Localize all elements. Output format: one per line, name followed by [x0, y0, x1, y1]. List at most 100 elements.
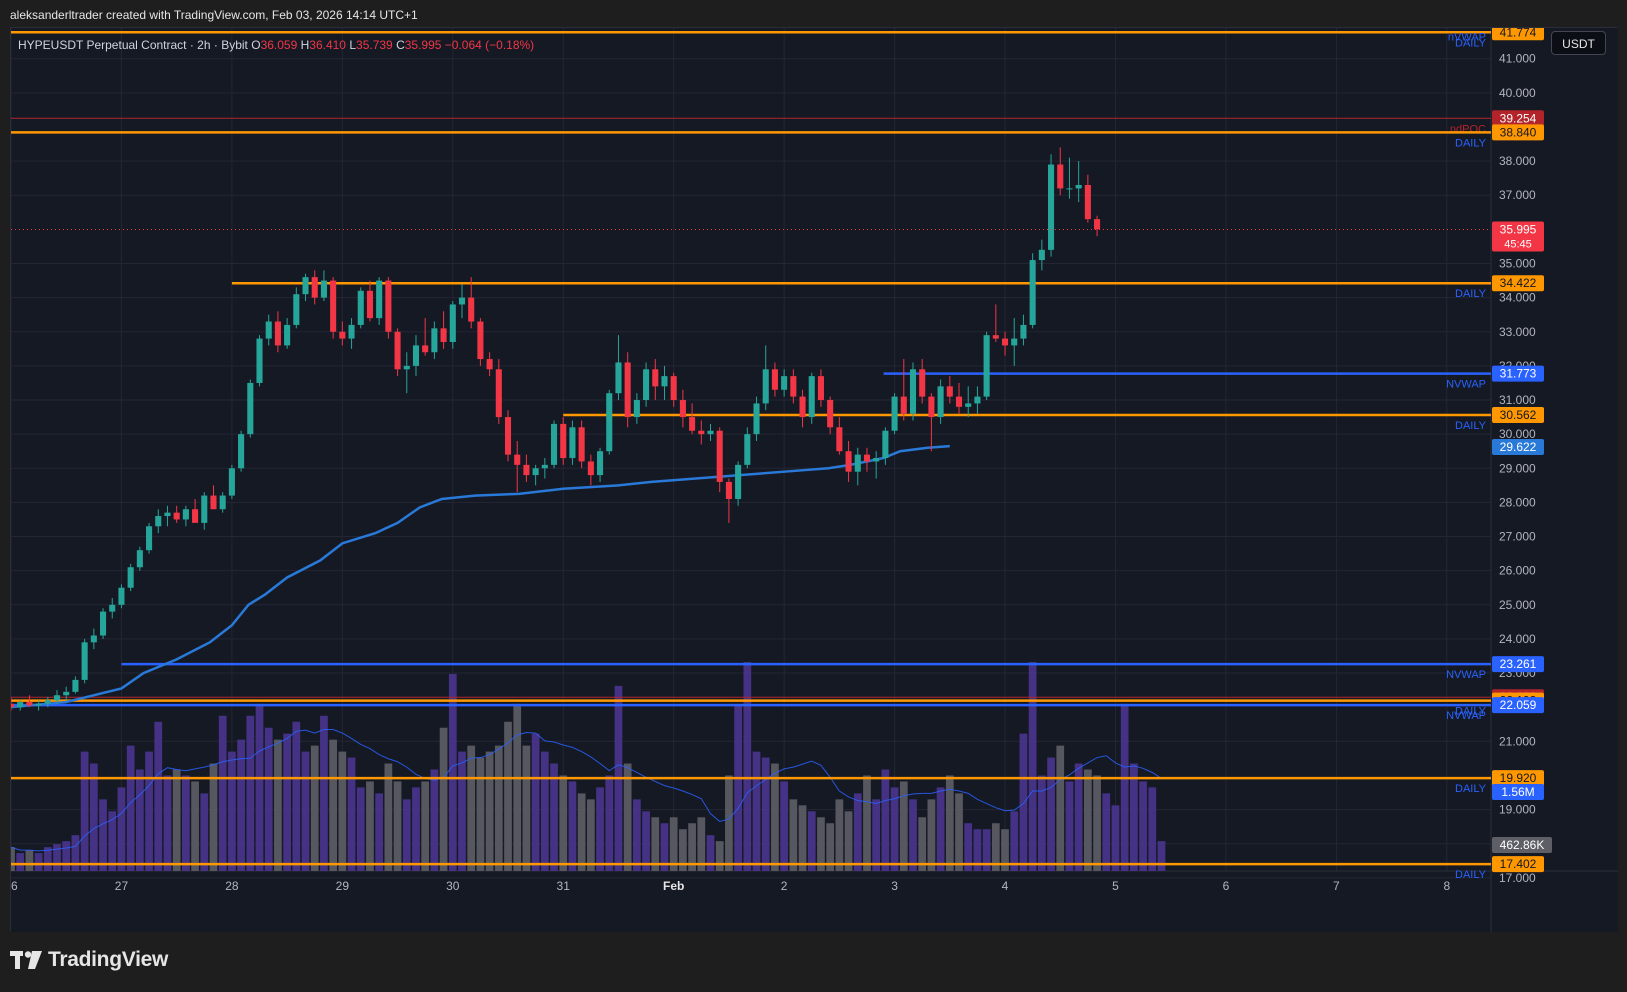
candle-body — [127, 567, 134, 588]
volume-bar — [338, 751, 347, 871]
candle-body — [1057, 164, 1064, 189]
candle-body — [854, 454, 861, 472]
volume-bar — [430, 769, 439, 871]
candle-body — [1038, 249, 1045, 261]
candle-body — [357, 290, 364, 325]
y-tick-label: 21.000 — [1499, 734, 1536, 748]
volume-bar — [1157, 841, 1166, 871]
level-price-label: 22.059 — [1500, 698, 1537, 712]
candle-body — [1094, 219, 1101, 230]
volume-bar — [135, 769, 144, 871]
price-chart[interactable]: 41.000 40.000 38.000 37.000 35.000 34.000 33.0… — [11, 28, 1618, 932]
candle-body — [403, 365, 410, 370]
volume-bar — [964, 823, 973, 871]
candle-body — [431, 328, 438, 353]
volume-bar — [633, 799, 641, 871]
volume-bar — [605, 775, 614, 871]
volume-bar — [283, 733, 291, 871]
level-price-badge — [1492, 28, 1544, 41]
volume-bar — [310, 745, 319, 871]
candle-body — [53, 695, 61, 701]
level-price-badge — [1492, 856, 1544, 873]
level-tag: ndPOC — [1450, 123, 1486, 135]
level-price-label: 17.402 — [1500, 857, 1537, 871]
high-value: 36.410 — [309, 38, 346, 52]
candle-body — [339, 331, 346, 339]
y-tick-label: 38.000 — [1499, 154, 1536, 168]
candle-body — [422, 345, 429, 353]
candle-body — [937, 386, 944, 418]
volume-bar — [1148, 787, 1157, 871]
volume-bar — [844, 811, 853, 871]
candle-body — [900, 396, 907, 414]
volume-bar — [11, 847, 15, 871]
volume-bar — [264, 727, 273, 871]
candle-body — [320, 280, 327, 298]
currency-button[interactable]: USDT — [1551, 31, 1606, 55]
volume-bar — [1001, 829, 1009, 871]
volume-ma-badge — [1492, 784, 1544, 800]
level-price-label: 34.422 — [1500, 276, 1537, 290]
chart-frame[interactable]: 41.000 40.000 38.000 37.000 35.000 34.000 33.0… — [10, 27, 1618, 932]
level-price-badge — [1492, 406, 1544, 423]
volume-bar — [715, 841, 724, 871]
brand-name: TradingView — [48, 948, 169, 971]
level-price-badge — [1492, 656, 1544, 673]
y-tick-label: 29.000 — [1499, 461, 1536, 475]
candle-body — [624, 362, 631, 418]
volume-bar — [16, 853, 25, 871]
volume-bar — [366, 781, 374, 871]
level-tag: DAILY — [1455, 706, 1487, 718]
volume-bar — [660, 823, 669, 871]
x-tick-label: 5 — [1112, 879, 1119, 893]
volume-bar — [412, 787, 420, 871]
candle-body — [983, 335, 990, 397]
x-tick-label: 28 — [225, 879, 239, 893]
candle-body — [17, 702, 24, 708]
candle-body — [219, 495, 226, 510]
level-tag: NVWAP — [1446, 379, 1486, 391]
level-tag: DAILY — [1455, 37, 1487, 49]
volume-bar — [761, 757, 770, 871]
candle-body — [955, 396, 963, 407]
volume-bar — [826, 823, 835, 871]
candle-body — [882, 430, 889, 459]
candle-body — [514, 454, 521, 465]
change-value: −0.064 (−0.18%) — [444, 38, 535, 52]
tradingview-brand[interactable]: TradingView — [10, 948, 168, 972]
candle-body — [366, 290, 373, 319]
volume-bar — [1037, 775, 1046, 871]
volume-bar — [513, 703, 522, 871]
x-tick-label: 31 — [557, 879, 571, 893]
volume-bar — [623, 763, 632, 871]
volume-bar — [458, 751, 466, 871]
candle-body — [385, 280, 392, 332]
volume-bar — [163, 775, 172, 871]
candle-body — [274, 321, 281, 346]
y-tick-label: 28.000 — [1499, 495, 1536, 509]
candle-body — [192, 509, 199, 523]
y-tick-label: 40.000 — [1499, 86, 1536, 100]
x-tick-label: 29 — [336, 879, 350, 893]
volume-bar — [936, 787, 945, 871]
x-tick-label: 7 — [1333, 879, 1340, 893]
candle-body — [35, 703, 42, 706]
volume-bar — [384, 763, 393, 871]
candle-body — [256, 338, 263, 383]
x-tick-label: 3 — [891, 879, 898, 893]
candle-body — [633, 400, 640, 418]
volume-bar — [62, 841, 71, 871]
volume-bar — [559, 775, 568, 871]
volume-bar — [697, 817, 706, 871]
volume-bar — [1028, 662, 1037, 871]
volume-bar — [596, 787, 604, 871]
candle-body — [100, 611, 107, 636]
level-price-label: 41.774 — [1500, 28, 1537, 39]
volume-bar — [99, 799, 107, 871]
candle-body — [210, 495, 217, 510]
candle-body — [965, 403, 972, 407]
volume-current-label: 462.86K — [1500, 838, 1545, 852]
volume-bar — [356, 787, 365, 871]
level-price-badge — [1492, 439, 1544, 456]
volume-bar — [734, 703, 742, 871]
